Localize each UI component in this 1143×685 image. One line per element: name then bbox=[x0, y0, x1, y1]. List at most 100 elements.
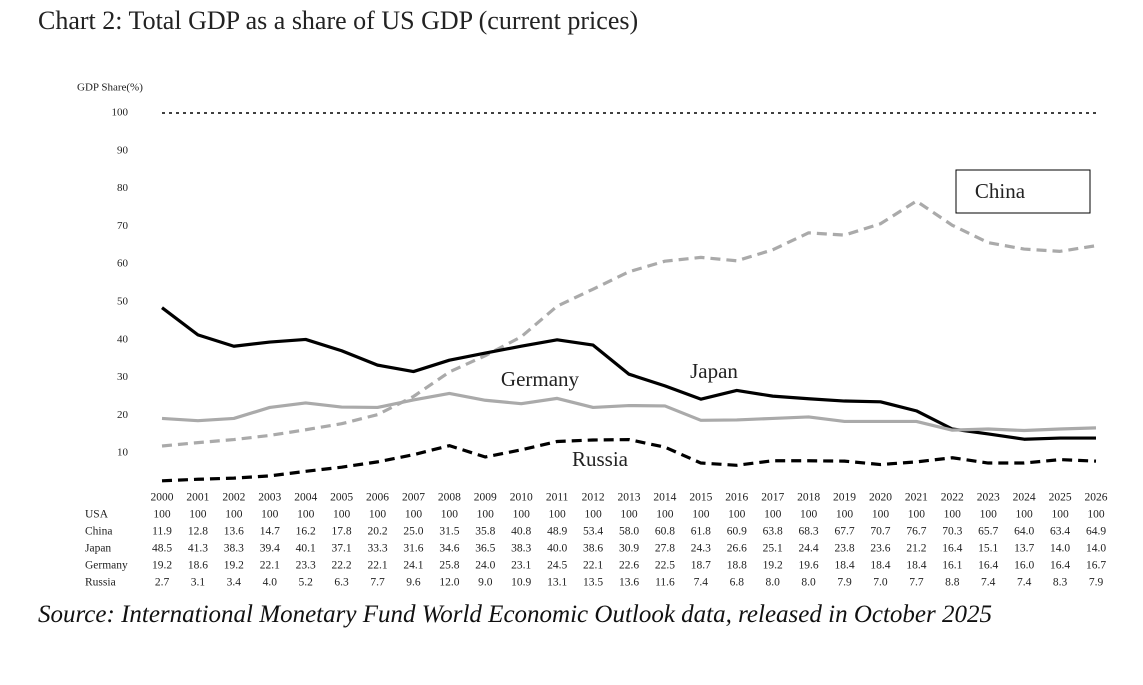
series-line bbox=[161, 306, 1096, 441]
table-cell: 25.0 bbox=[403, 526, 423, 538]
table-cell: 100 bbox=[261, 509, 279, 521]
table-cell: 100 bbox=[405, 509, 423, 521]
table-cell: 70.3 bbox=[942, 526, 962, 538]
table-cell: 61.8 bbox=[691, 526, 711, 538]
table-cell: 39.4 bbox=[260, 543, 280, 555]
table-cell: 16.1 bbox=[942, 560, 962, 572]
y-tick-label: 70 bbox=[117, 220, 129, 232]
table-cell: 16.4 bbox=[942, 543, 962, 555]
table-cell: 100 bbox=[333, 509, 351, 521]
table-cell: 18.4 bbox=[834, 560, 854, 572]
table-cell: 7.4 bbox=[1017, 577, 1032, 589]
y-tick-label: 10 bbox=[117, 447, 129, 459]
table-cell: 100 bbox=[549, 509, 567, 521]
x-tick-label: 2001 bbox=[186, 492, 209, 504]
table-cell: 8.3 bbox=[1053, 577, 1068, 589]
table-cell: 13.5 bbox=[583, 577, 603, 589]
y-tick-label: 40 bbox=[117, 333, 129, 345]
table-cell: 22.6 bbox=[619, 560, 639, 572]
table-cell: 100 bbox=[441, 509, 459, 521]
table-cell: 76.7 bbox=[906, 526, 926, 538]
table-cell: 18.7 bbox=[691, 560, 711, 572]
table-cell: 38.3 bbox=[224, 543, 244, 555]
table-cell: 100 bbox=[584, 509, 602, 521]
table-cell: 41.3 bbox=[188, 543, 208, 555]
table-cell: 14.7 bbox=[260, 526, 280, 538]
table-cell: 100 bbox=[1051, 509, 1069, 521]
x-tick-label: 2026 bbox=[1085, 492, 1108, 504]
table-row-label: USA bbox=[85, 509, 109, 521]
table-cell: 12.8 bbox=[188, 526, 208, 538]
table-cell: 22.1 bbox=[583, 560, 603, 572]
table-cell: 67.7 bbox=[834, 526, 854, 538]
table-cell: 24.3 bbox=[691, 543, 711, 555]
table-cell: 38.3 bbox=[511, 543, 531, 555]
table-cell: 37.1 bbox=[332, 543, 352, 555]
table-cell: 100 bbox=[369, 509, 387, 521]
y-tick-label: 30 bbox=[117, 371, 129, 383]
table-cell: 13.6 bbox=[619, 577, 639, 589]
table-cell: 23.8 bbox=[834, 543, 854, 555]
y-tick-label: 80 bbox=[117, 182, 129, 194]
table-cell: 13.7 bbox=[1014, 543, 1034, 555]
table-cell: 9.6 bbox=[406, 577, 421, 589]
table-cell: 31.6 bbox=[403, 543, 423, 555]
table-cell: 27.8 bbox=[655, 543, 675, 555]
x-tick-label: 2004 bbox=[294, 492, 317, 504]
x-tick-label: 2013 bbox=[618, 492, 641, 504]
y-tick-label: 50 bbox=[117, 296, 129, 308]
table-cell: 35.8 bbox=[475, 526, 495, 538]
table-cell: 19.6 bbox=[799, 560, 819, 572]
table-cell: 100 bbox=[297, 509, 315, 521]
table-cell: 19.2 bbox=[152, 560, 172, 572]
table-cell: 7.7 bbox=[370, 577, 385, 589]
x-tick-label: 2011 bbox=[546, 492, 569, 504]
x-tick-label: 2019 bbox=[833, 492, 856, 504]
table-cell: 70.7 bbox=[870, 526, 890, 538]
table-cell: 100 bbox=[728, 509, 746, 521]
table-cell: 10.9 bbox=[511, 577, 531, 589]
table-cell: 60.8 bbox=[655, 526, 675, 538]
table-cell: 40.8 bbox=[511, 526, 531, 538]
x-tick-label: 2015 bbox=[689, 492, 712, 504]
table-cell: 22.1 bbox=[367, 560, 387, 572]
table-cell: 24.5 bbox=[547, 560, 567, 572]
table-cell: 100 bbox=[692, 509, 710, 521]
table-cell: 19.2 bbox=[763, 560, 783, 572]
x-tick-label: 2002 bbox=[222, 492, 245, 504]
table-cell: 38.6 bbox=[583, 543, 603, 555]
table-cell: 13.1 bbox=[547, 577, 567, 589]
x-tick-label: 2016 bbox=[725, 492, 748, 504]
table-cell: 7.9 bbox=[837, 577, 852, 589]
x-tick-label: 2008 bbox=[438, 492, 461, 504]
table-cell: 64.9 bbox=[1086, 526, 1106, 538]
table-cell: 100 bbox=[836, 509, 854, 521]
table-cell: 16.4 bbox=[978, 560, 998, 572]
table-cell: 40.1 bbox=[296, 543, 316, 555]
x-tick-label: 2025 bbox=[1049, 492, 1072, 504]
table-cell: 12.0 bbox=[439, 577, 459, 589]
table-cell: 19.2 bbox=[224, 560, 244, 572]
table-cell: 13.6 bbox=[224, 526, 244, 538]
table-row-label: Japan bbox=[85, 543, 111, 555]
table-cell: 100 bbox=[513, 509, 531, 521]
table-cell: 16.4 bbox=[1050, 560, 1070, 572]
table-row-label: Germany bbox=[85, 560, 128, 572]
x-tick-label: 2022 bbox=[941, 492, 964, 504]
table-cell: 25.1 bbox=[763, 543, 783, 555]
table-cell: 3.4 bbox=[227, 577, 242, 589]
table-cell: 8.0 bbox=[801, 577, 816, 589]
table-cell: 11.6 bbox=[655, 577, 675, 589]
x-tick-label: 2009 bbox=[474, 492, 497, 504]
x-tick-label: 2010 bbox=[510, 492, 533, 504]
table-cell: 21.2 bbox=[906, 543, 926, 555]
table-cell: 18.4 bbox=[870, 560, 890, 572]
table-cell: 11.9 bbox=[152, 526, 172, 538]
table-cell: 6.8 bbox=[730, 577, 745, 589]
x-tick-label: 2012 bbox=[582, 492, 605, 504]
table-cell: 48.5 bbox=[152, 543, 172, 555]
table-cell: 24.0 bbox=[475, 560, 495, 572]
table-cell: 3.1 bbox=[191, 577, 206, 589]
table-cell: 100 bbox=[153, 509, 171, 521]
